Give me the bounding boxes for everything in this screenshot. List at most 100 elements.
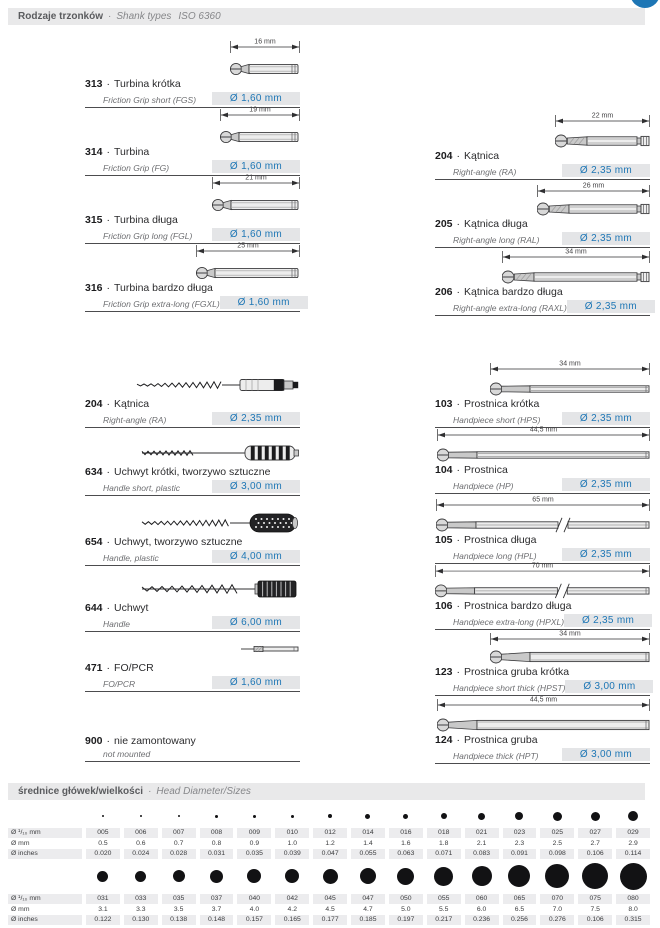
- size-value: 1.6: [401, 839, 411, 847]
- diameter-badge: Ø 1,60 mm: [212, 676, 300, 689]
- head-size-dot-cell: [122, 860, 160, 892]
- sizes-title-en: Head Diameter/Sizes: [156, 786, 251, 797]
- head-size-dot: [508, 865, 531, 887]
- diameter-badge: Ø 1,60 mm: [219, 296, 308, 309]
- shank-item-104: 44,5 mm 104 · Prostnica Handpiece (HP) Ø 2,35…: [435, 424, 650, 494]
- size-value: 3.3: [136, 905, 146, 913]
- shank-drawing-area: 34 mm: [435, 628, 650, 666]
- head-size-dot-cell: [235, 806, 273, 826]
- shank-drawing-area: 34 mm: [435, 246, 650, 286]
- head-size-dot-cell: [160, 806, 198, 826]
- size-value: 0.063: [388, 849, 423, 859]
- head-size-dot: [97, 870, 109, 882]
- item-code: 315: [85, 214, 103, 226]
- size-value: 025: [540, 828, 575, 838]
- item-title: 105 · Prostnica długa: [435, 534, 650, 547]
- item-code: 104: [435, 464, 453, 476]
- item-subrow: Handpiece short (HPS) Ø 2,35 mm: [435, 412, 650, 428]
- head-size-dot-cell: [273, 860, 311, 892]
- size-value: 037: [199, 894, 234, 904]
- item-title-separator: ·: [106, 466, 111, 478]
- shank-item-206: 34 mm 206 · Kątnica bardzo długa Right-angle…: [435, 246, 655, 316]
- head-size-dot-cell: [235, 860, 273, 892]
- size-value: 0.185: [351, 915, 385, 925]
- item-name: Uchwyt krótki, tworzywo sztuczne: [114, 466, 271, 478]
- diameter-badge: Ø 3,00 mm: [212, 480, 300, 493]
- item-name: Turbina krótka: [114, 78, 181, 90]
- head-size-dot: [545, 864, 570, 888]
- item-name: FO/PCR: [114, 662, 154, 674]
- head-size-dot: [471, 866, 492, 886]
- shank-drawing-area: [85, 722, 300, 735]
- item-subtitle: Handpiece thick (HPT): [453, 751, 539, 761]
- size-value: 3.1: [98, 905, 108, 913]
- item-title: 314 · Turbina: [85, 146, 300, 159]
- item-subrow: Handle short, plastic Ø 3,00 mm: [85, 480, 300, 496]
- item-name: Prostnica bardzo długa: [464, 600, 572, 612]
- diameter-badge: Ø 2,35 mm: [562, 164, 650, 177]
- size-value: 0.8: [211, 839, 222, 847]
- head-size-dot-cell: [463, 806, 501, 826]
- shank-drawing-area: 26 mm: [435, 180, 650, 218]
- shank-item-123: 34 mm 123 · Prostnica gruba krótka Handpiece…: [435, 628, 654, 696]
- paste-filler-handle-drawing: [141, 513, 298, 533]
- shank-item-124: 44,5 mm 124 · Prostnica gruba Handpiece thic…: [435, 694, 650, 764]
- item-name: Prostnica gruba: [464, 734, 538, 746]
- item-title-separator: ·: [456, 286, 461, 298]
- item-title: 471 · FO/PCR: [85, 662, 300, 675]
- item-code: 654: [85, 536, 103, 548]
- head-size-table-large: Ø ¹/₁₀ mm 031 033 035 037 040 042 045 047 050 055 0…: [8, 860, 652, 926]
- item-title-separator: ·: [106, 662, 111, 674]
- item-name: Turbina: [114, 146, 150, 158]
- diameter-badge: Ø 1,60 mm: [212, 228, 300, 241]
- diameter-badge: Ø 1,60 mm: [212, 160, 300, 173]
- shank-item-204: 22 mm 204 · Kątnica Right-angle (RA) Ø 2,35 m…: [435, 110, 650, 180]
- size-value: 080: [616, 894, 650, 904]
- size-value: 0.148: [199, 915, 234, 925]
- size-value: 0.114: [616, 849, 650, 859]
- head-size-dot-cell: [311, 806, 349, 826]
- head-size-dot-cell: [614, 806, 652, 826]
- svg-text:34 mm: 34 mm: [559, 631, 581, 638]
- item-subtitle: Handle: [103, 619, 130, 629]
- item-title: 900 · nie zamontowany: [85, 735, 300, 748]
- shank-drawing-area: 65 mm: [435, 494, 650, 534]
- item-code: 900: [85, 735, 103, 747]
- size-value: 1.0: [287, 839, 297, 847]
- shank-drawing-area: [85, 430, 300, 466]
- shank-item-313: 16 mm 313 · Turbina krótka Friction Grip sho…: [85, 36, 300, 108]
- item-subrow: Right-angle (RA) Ø 2,35 mm: [435, 164, 650, 180]
- diameter-badge: Ø 2,35 mm: [562, 412, 650, 425]
- item-subrow: Friction Grip (FG) Ø 1,60 mm: [85, 160, 300, 176]
- size-value: 0.315: [616, 915, 650, 925]
- item-subrow: Handpiece extra-long (HPXL) Ø 2,35 mm: [435, 614, 653, 630]
- size-value: 0.083: [464, 849, 499, 859]
- size-value: 031: [86, 894, 120, 904]
- size-row-label: Ø ¹/₁₀ mm: [8, 828, 82, 838]
- item-subrow: Friction Grip short (FGS) Ø 1,60 mm: [85, 92, 300, 108]
- head-size-dot-cell: [198, 860, 236, 892]
- item-code: 204: [435, 150, 453, 162]
- head-size-dot: [135, 870, 147, 882]
- head-size-dot-cell: [576, 860, 614, 892]
- head-size-dot-cell: [576, 806, 614, 826]
- item-title: 634 · Uchwyt krótki, tworzywo sztuczne: [85, 466, 300, 479]
- size-value: 042: [275, 894, 310, 904]
- item-code: 471: [85, 662, 103, 674]
- item-subtitle: Right-angle long (RAL): [453, 235, 540, 245]
- twist-drill-handle-drawing: [141, 580, 297, 598]
- size-value: 1.2: [325, 839, 335, 847]
- section-title-en: Shank types: [116, 11, 172, 22]
- head-size-dot-cell: [387, 806, 425, 826]
- endo-file-drawing: [136, 379, 299, 391]
- size-value: 2.3: [514, 839, 525, 847]
- size-value: 045: [313, 894, 348, 904]
- hp-shank-thick-drawing: 34 mm: [490, 631, 650, 664]
- head-size-dot: [252, 814, 256, 818]
- head-size-dot: [590, 811, 600, 821]
- item-title: 205 · Kątnica długa: [435, 218, 650, 231]
- item-name: Prostnica długa: [464, 534, 537, 546]
- size-value: 021: [464, 828, 499, 838]
- size-value: 4.7: [363, 905, 373, 913]
- size-value: 0.031: [199, 849, 234, 859]
